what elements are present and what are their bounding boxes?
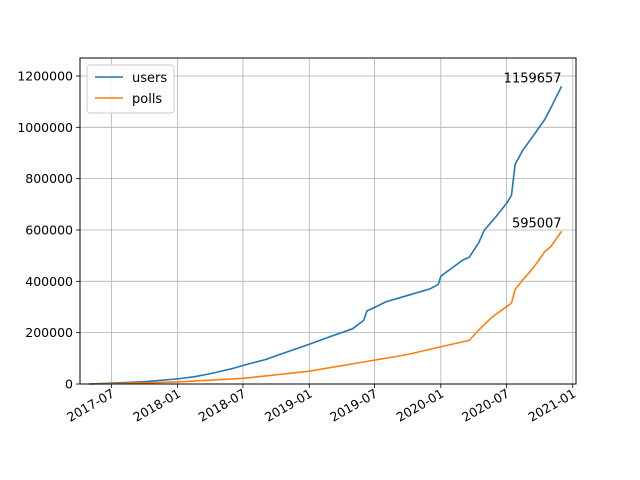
data-label: 1159657 [504, 71, 562, 86]
data-label: 595007 [512, 216, 562, 231]
y-tick-label: 200000 [25, 325, 73, 340]
legend: users polls [86, 64, 175, 114]
legend-label-users: users [132, 71, 167, 86]
y-tick-label: 400000 [25, 274, 73, 289]
y-tick-label: 1200000 [17, 68, 73, 83]
y-tick-label: 800000 [25, 171, 73, 186]
series-line-users [89, 85, 563, 385]
annotations: 1159657 595007 [504, 71, 562, 231]
y-tick-label: 0 [65, 377, 73, 392]
y-tick-label: 1000000 [17, 120, 73, 135]
y-tick-label: 600000 [25, 222, 73, 237]
legend-label-polls: polls [132, 92, 162, 107]
series-lines [89, 85, 563, 385]
series-line-polls [89, 230, 563, 385]
plot-frame [79, 57, 577, 385]
